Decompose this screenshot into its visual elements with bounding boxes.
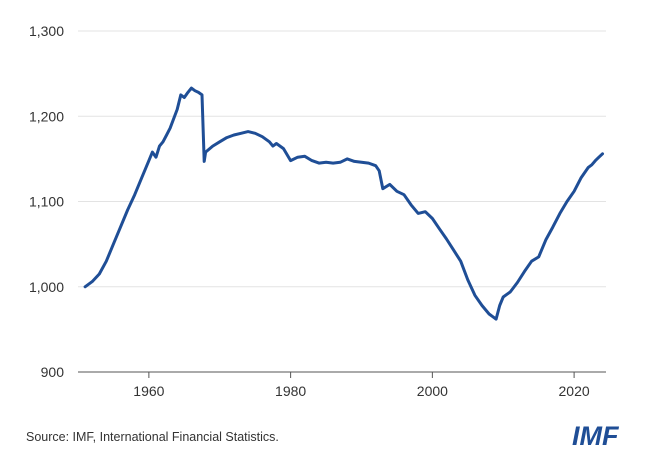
y-tick-label: 1,100 bbox=[29, 194, 64, 210]
y-tick-label: 1,300 bbox=[29, 23, 64, 39]
series-layer bbox=[83, 86, 604, 321]
series-line bbox=[83, 86, 604, 321]
y-tick-label: 1,200 bbox=[29, 108, 64, 124]
x-tick-label: 1960 bbox=[133, 383, 164, 399]
x-tick-label: 2000 bbox=[417, 383, 448, 399]
y-tick-label: 1,000 bbox=[29, 279, 64, 295]
x-tick-label: 2020 bbox=[559, 383, 590, 399]
x-axis bbox=[78, 371, 606, 378]
y-tick-label: 900 bbox=[41, 364, 65, 380]
line-chart: 900 1,000 1,100 1,200 1,300 1960 1980 2000 2020 bbox=[29, 23, 606, 399]
x-tick-labels: 1960 1980 2000 2020 bbox=[133, 383, 590, 399]
source-note: Source: IMF, International Financial Sta… bbox=[26, 430, 279, 444]
y-tick-labels: 900 1,000 1,100 1,200 1,300 bbox=[29, 23, 64, 380]
imf-logo: IMF bbox=[572, 421, 619, 451]
gridlines bbox=[78, 30, 606, 288]
x-tick-label: 1980 bbox=[275, 383, 306, 399]
